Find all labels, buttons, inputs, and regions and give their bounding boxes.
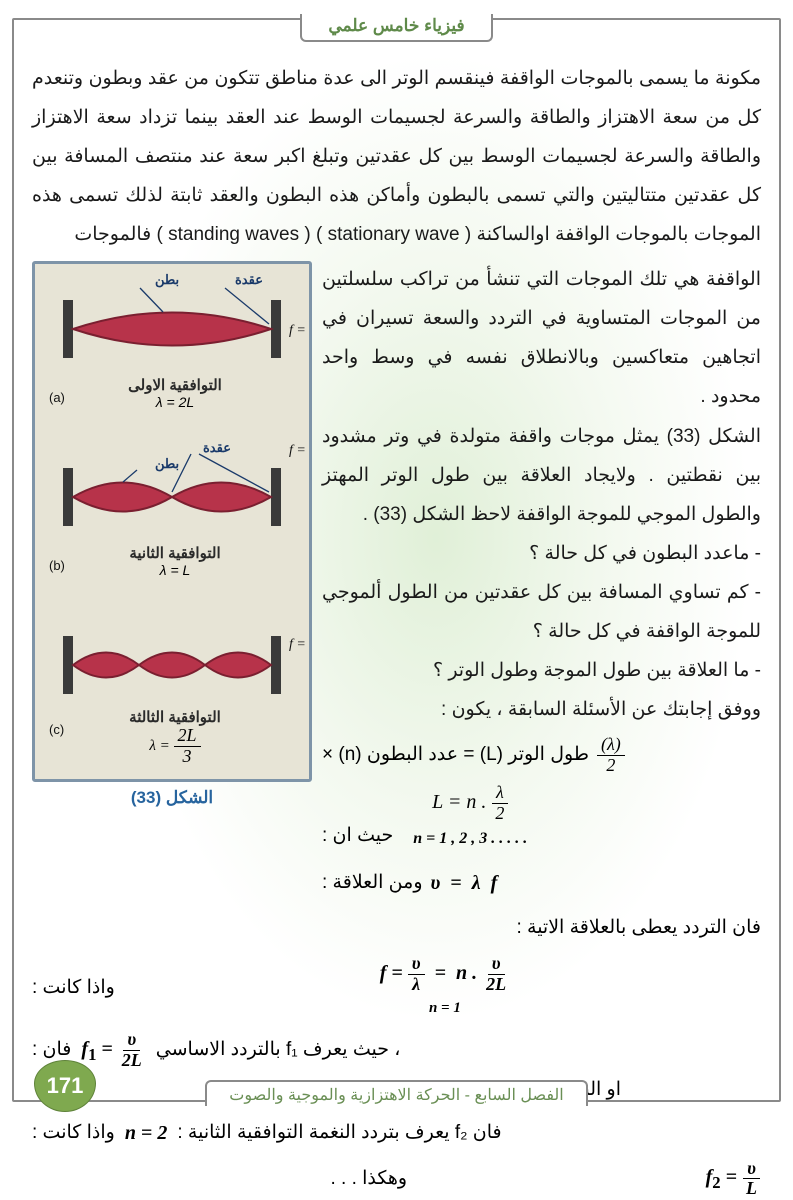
text-column: الواقفة هي تلك الموجات التي تنشأ من تراك… (322, 261, 761, 904)
figure-33: بطن عقدة f = f₁ (a) التوافقية الاولى λ =… (32, 261, 312, 782)
harmonic-b: عقدة بطن f = 2f₁ (63, 440, 309, 526)
footer-chapter: الفصل السابع - الحركة الاهتزازية والموجي… (205, 1080, 588, 1106)
length-label: طول الوتر (L) = عدد البطون (n) × (322, 736, 589, 774)
question-3: - ما العلاقة بين طول الموجة وطول الوتر ؟ (322, 652, 761, 691)
length-equation-row: طول الوتر (L) = عدد البطون (n) × (λ)2 (322, 734, 761, 776)
content-area: مكونة ما يسمى بالموجات الواقفة فينقسم ال… (32, 60, 761, 1060)
n2-eq: n = 2 (125, 1113, 168, 1153)
where-label: حيث ان : (322, 817, 393, 855)
anti-label-a: بطن (155, 272, 179, 288)
node-label-b: عقدة (203, 440, 231, 455)
freq-equation: f = υλ = n . υ2L n = 1 (129, 953, 761, 1023)
freq-eq-row: واذا كانت : f = υλ = n . υ2L n = 1 (32, 953, 761, 1023)
f1-equation: f1 = υ2L (81, 1029, 145, 1071)
harmonic-a: بطن عقدة f = f₁ (63, 272, 309, 358)
figure-column: بطن عقدة f = f₁ (a) التوافقية الاولى λ =… (32, 261, 312, 904)
f2-equation: f2 = υL (706, 1157, 761, 1199)
intro-paragraph: مكونة ما يسمى بالموجات الواقفة فينقسم ال… (32, 60, 761, 255)
freq-intro: فان التردد يعطى بالعلاقة الاتية : (32, 909, 761, 947)
figure-caption: الشكل (33) (32, 788, 312, 808)
harmonics-svg: بطن عقدة f = f₁ (a) التوافقية الاولى λ =… (35, 264, 309, 774)
if-label-1: واذا كانت : (32, 969, 115, 1007)
lambda-2: λ = L (75, 562, 275, 578)
lambda-3: λ = 2L3 (75, 726, 275, 767)
L-equation: L = n . λ2 (432, 782, 508, 824)
harmonic-3-label: التوافقية الثالثة (75, 708, 275, 726)
two-column-region: الواقفة هي تلك الموجات التي تنشأ من تراك… (32, 261, 761, 904)
anti-label-b: بطن (155, 456, 179, 472)
paragraph-3: الشكل (33) يمثل موجات واقفة متولدة في وت… (322, 418, 761, 535)
lambda-1: λ = 2L (75, 394, 275, 410)
velocity-relation-row: ومن العلاقة : υ = λ f (322, 863, 761, 903)
letter-b: (b) (49, 558, 65, 573)
lambda-half-frac: (λ)2 (597, 734, 625, 776)
header: فيزياء خامس علمي (0, 14, 793, 42)
f-label-b: f = 2f₁ (289, 443, 309, 458)
question-2: - كم تساوي المسافة بين كل عقدتين من الطو… (322, 574, 761, 652)
letter-a: (a) (49, 390, 65, 405)
v-lambda-f: υ = λ f (431, 863, 498, 903)
harmonic-1-label: التوافقية الاولى (75, 376, 275, 394)
f1-description: ، حيث يعرف f₁ بالتردد الاساسي (156, 1031, 401, 1069)
harmonic-c: f = 3f₁ (63, 636, 309, 694)
question-1: - ماعدد البطون في كل حالة ؟ (322, 535, 761, 574)
if-label-2: واذا كانت : (32, 1114, 115, 1152)
lower-section: فان التردد يعطى بالعلاقة الاتية : واذا ك… (32, 909, 761, 1199)
harmonic-2-label: التوافقية الثانية (75, 544, 275, 562)
f-label-c: f = 3f₁ (289, 637, 309, 652)
relation-label: ومن العلاقة : (322, 864, 423, 902)
f2-desc: فان f₂ يعرف بتردد النغمة التوافقية الثان… (177, 1114, 501, 1152)
n2-row: واذا كانت : n = 2 فان f₂ يعرف بتردد النغ… (32, 1113, 761, 1153)
node-label-a: عقدة (235, 272, 263, 287)
etc-label: وهكذا . . . (32, 1160, 706, 1198)
answer-lead: ووفق إجابتك عن الأسئلة السابقة ، يكون : (322, 691, 761, 730)
etc-row: f2 = υL وهكذا . . . (32, 1157, 761, 1199)
header-title: فيزياء خامس علمي (300, 14, 492, 42)
paragraph-2: الواقفة هي تلك الموجات التي تنشأ من تراك… (322, 261, 761, 417)
L-eq-row: حيث ان : L = n . λ2 n = 1 , 2 , 3 . . . … (322, 782, 761, 856)
n-values: n = 1 , 2 , 3 . . . . . (413, 823, 527, 855)
f-label-a: f = f₁ (289, 323, 309, 338)
footer: الفصل السابع - الحركة الاهتزازية والموجي… (0, 1080, 793, 1106)
f1-row: فان : f1 = υ2L ، حيث يعرف f₁ بالتردد الا… (32, 1029, 761, 1071)
L-eq-block: L = n . λ2 n = 1 , 2 , 3 . . . . . (413, 782, 527, 856)
letter-c: (c) (49, 722, 64, 737)
